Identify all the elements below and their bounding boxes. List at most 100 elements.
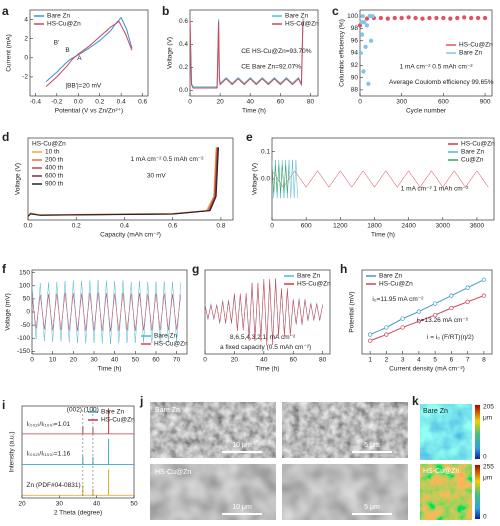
x-tick-label: 20 bbox=[217, 99, 225, 106]
x-axis-label: Time (h) bbox=[371, 232, 395, 239]
x-tick-label: 50 bbox=[130, 501, 138, 508]
annotation: CE HS-Cu@Zn=93.70% bbox=[241, 48, 312, 55]
scale-label: 5 μm bbox=[364, 504, 380, 511]
series-line bbox=[45, 16, 133, 83]
colorbar-max: 255 bbox=[483, 464, 494, 471]
panel-letter: g bbox=[192, 262, 199, 276]
legend-label: HS-Cu@Zn bbox=[461, 141, 495, 148]
marker bbox=[469, 15, 474, 21]
x-axis-label: Capacity (mAh cm⁻²) bbox=[100, 232, 161, 239]
marker bbox=[384, 332, 389, 337]
x-tick-label: 600 bbox=[438, 99, 449, 106]
marker bbox=[399, 15, 404, 21]
x-axis-label: Time (h) bbox=[256, 366, 280, 373]
annotation: I₍₀₀₂₎/I₍₁₀₀₎=1.16 bbox=[26, 451, 70, 458]
y-axis-label: Potential (mV) bbox=[349, 291, 356, 332]
y-axis-label: Columbic efficiency (%) bbox=[339, 19, 346, 87]
x-tick-label: 20 bbox=[231, 357, 239, 364]
x-tick-label: 0.0 bbox=[74, 99, 83, 106]
marker bbox=[475, 15, 481, 21]
marker bbox=[462, 15, 467, 20]
marker bbox=[413, 15, 418, 21]
y-tick-label: 0.0 bbox=[179, 87, 188, 94]
legend-label: Bare Zn bbox=[154, 333, 178, 340]
scale-label: 5 μm bbox=[364, 442, 380, 449]
scale-label: 10 μm bbox=[232, 504, 252, 511]
x-tick-label: 80 bbox=[319, 357, 327, 364]
x-tick-label: 6 bbox=[450, 357, 454, 364]
x-tick-label: 0.2 bbox=[72, 223, 81, 230]
x-tick-label: 60 bbox=[277, 99, 285, 106]
marker bbox=[465, 285, 470, 290]
annotation: a fixed capacity (0.5 mAh cm⁻²) bbox=[220, 344, 311, 351]
colorbar-max: 205 bbox=[483, 404, 494, 411]
x-tick-label: 900 bbox=[480, 99, 491, 106]
y-axis-label: Voltage (mV) bbox=[5, 293, 12, 331]
legend-label: Bare Zn bbox=[379, 273, 403, 280]
scale-label: 10 μm bbox=[232, 442, 252, 449]
y-tick-label: 98 bbox=[351, 25, 359, 32]
x-tick-label: 0.8 bbox=[216, 223, 225, 230]
x-tick-label: 5 bbox=[433, 357, 437, 364]
x-axis-label: Cycle number bbox=[406, 108, 447, 115]
series-line bbox=[369, 295, 485, 342]
annotation: 8,6,5,4,3,2,1, mA cm⁻² bbox=[230, 334, 296, 341]
marker bbox=[364, 16, 370, 21]
y-tick-label: 4 bbox=[24, 16, 28, 23]
x-tick-label: 70 bbox=[173, 357, 181, 364]
x-tick-label: 20 bbox=[70, 357, 78, 364]
y-tick-label: 94 bbox=[351, 50, 359, 57]
annotation: B bbox=[65, 47, 69, 54]
annotation: (100) bbox=[84, 406, 99, 413]
series-line bbox=[204, 278, 323, 346]
y-tick-label: 50 bbox=[23, 296, 31, 303]
x-tick-label: 0.4 bbox=[120, 223, 129, 230]
colorbar-min: 0 bbox=[483, 514, 487, 521]
y-tick-label: 0.1 bbox=[261, 148, 270, 155]
series-line bbox=[369, 279, 485, 336]
colorbar bbox=[475, 405, 480, 459]
x-tick-label: 0.4 bbox=[117, 99, 126, 106]
marker bbox=[366, 81, 371, 86]
x-tick-label: 30 bbox=[90, 357, 98, 364]
sem-image bbox=[150, 464, 276, 520]
panel-letter: a bbox=[2, 4, 9, 18]
series-line bbox=[204, 282, 323, 342]
marker bbox=[378, 15, 383, 21]
axes-frame bbox=[27, 137, 234, 221]
legend-label: 600 th bbox=[45, 173, 63, 180]
x-tick-label: 80 bbox=[307, 99, 315, 106]
legend-label: Bare Zn bbox=[47, 13, 71, 20]
marker bbox=[406, 15, 411, 20]
marker bbox=[455, 15, 460, 21]
y-tick-label: 92 bbox=[351, 62, 359, 69]
annotation: CE Bare Zn=92.07% bbox=[241, 63, 301, 70]
legend-label: HS-Cu@Zn bbox=[101, 417, 135, 424]
annotation: 1 mA cm⁻² 0.5 mAh cm⁻² bbox=[400, 63, 474, 70]
marker bbox=[465, 299, 470, 304]
series-line bbox=[271, 165, 290, 193]
legend-label: Bare Zn bbox=[461, 149, 485, 156]
legend-label: HS-Cu@Zn bbox=[285, 21, 319, 28]
x-tick-label: -0.4 bbox=[30, 99, 42, 106]
y-tick-label: 2 bbox=[24, 35, 28, 42]
marker bbox=[481, 293, 487, 298]
x-tick-label: 0.6 bbox=[138, 99, 147, 106]
x-tick-label: -0.2 bbox=[51, 99, 63, 106]
annotation: 1 mA cm⁻² 0.5 mAh cm⁻² bbox=[131, 156, 205, 163]
image-label: Bare Zn bbox=[423, 408, 448, 415]
panel-letter: h bbox=[340, 262, 347, 276]
x-tick-label: 20 bbox=[18, 501, 26, 508]
marker bbox=[392, 15, 397, 21]
x-tick-label: 3600 bbox=[470, 223, 485, 230]
marker bbox=[367, 338, 373, 343]
series-line bbox=[31, 292, 182, 332]
x-tick-label: 0 bbox=[188, 99, 192, 106]
legend-label: HS-Cu@Zn bbox=[459, 42, 493, 49]
series-line bbox=[271, 170, 489, 188]
sem-image bbox=[282, 402, 408, 458]
annotation: i₀=11.95 mA cm⁻² bbox=[372, 296, 424, 303]
marker bbox=[361, 69, 366, 74]
annotation: Zn (PDF#04-0831) bbox=[26, 482, 80, 489]
